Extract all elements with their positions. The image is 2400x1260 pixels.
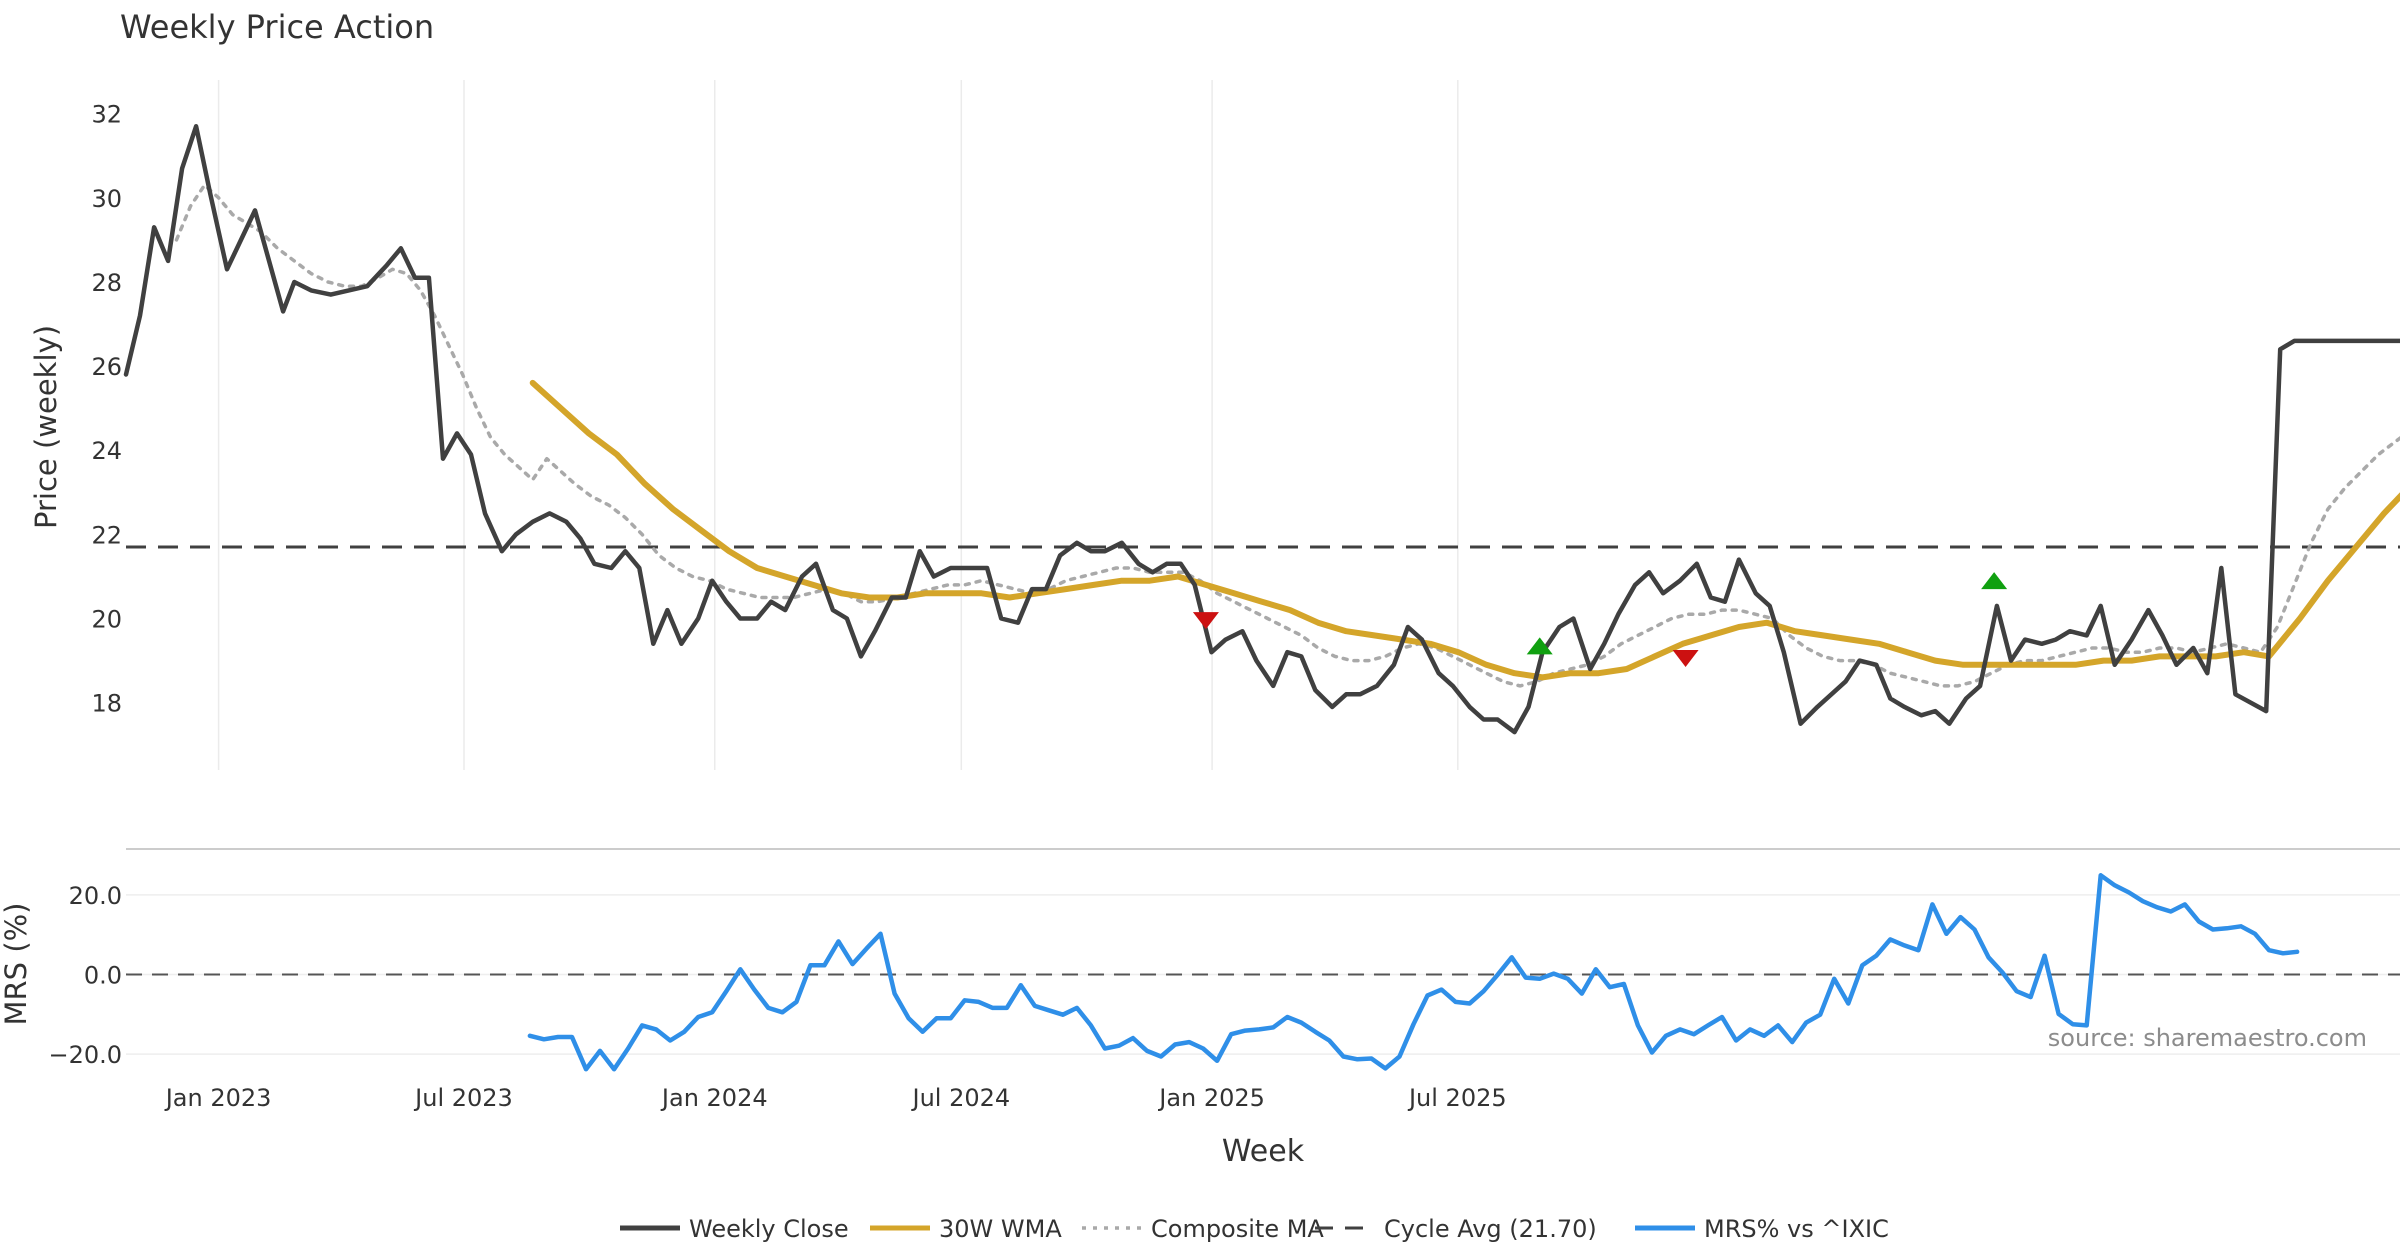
sell-signal-marker bbox=[1672, 650, 1699, 668]
price-y-tick-label: 32 bbox=[91, 101, 122, 129]
buy-signal-marker bbox=[1526, 637, 1553, 655]
mrs-y-axis-label: MRS (%) bbox=[0, 903, 33, 1026]
x-tick-label: Jan 2023 bbox=[164, 1084, 272, 1112]
price-y-tick-label: 22 bbox=[91, 521, 122, 549]
x-tick-label: Jul 2025 bbox=[1407, 1084, 1507, 1112]
price-y-tick-label: 20 bbox=[91, 606, 122, 634]
x-tick-label: Jul 2023 bbox=[413, 1084, 513, 1112]
mrs-y-ticks: 20.0 0.0 −20.0 bbox=[48, 882, 122, 1069]
legend-label: Composite MA bbox=[1151, 1215, 1324, 1243]
weekly-close-line bbox=[123, 124, 2400, 735]
chart-title: Weekly Price Action bbox=[120, 8, 434, 46]
x-tick-label: Jan 2024 bbox=[660, 1084, 768, 1112]
legend-label: Cycle Avg (21.70) bbox=[1384, 1215, 1597, 1243]
wma-30w-line bbox=[529, 379, 2400, 681]
legend-label: MRS% vs ^IXIC bbox=[1704, 1215, 1889, 1243]
composite-ma-line bbox=[174, 183, 2400, 688]
x-tick-label: Jul 2024 bbox=[910, 1084, 1010, 1112]
price-y-tick-label: 30 bbox=[91, 185, 122, 213]
price-y-tick-label: 26 bbox=[91, 353, 122, 381]
x-ticks: Jan 2023 Jul 2023 Jan 2024 Jul 2024 Jan 2025… bbox=[164, 1084, 1507, 1112]
price-y-tick-label: 24 bbox=[91, 437, 122, 465]
price-y-axis-label: Price (weekly) bbox=[29, 325, 63, 529]
legend: Weekly Close 30W WMA Composite MA Cycle Avg… bbox=[620, 1215, 1889, 1243]
sell-signal-marker bbox=[1192, 612, 1219, 630]
mrs-y-tick-label: −20.0 bbox=[48, 1041, 122, 1069]
x-tick-label: Jan 2025 bbox=[1157, 1084, 1265, 1112]
x-axis-label: Week bbox=[1222, 1134, 1305, 1169]
legend-label: Weekly Close bbox=[689, 1215, 849, 1243]
legend-label: 30W WMA bbox=[939, 1215, 1062, 1243]
mrs-line bbox=[527, 873, 2300, 1072]
price-series-group bbox=[123, 124, 2400, 735]
signal-markers bbox=[1192, 572, 2008, 668]
price-y-ticks: 18 20 22 24 26 28 30 32 bbox=[91, 101, 122, 718]
mrs-series-group bbox=[527, 873, 2300, 1072]
mrs-y-tick-label: 0.0 bbox=[84, 961, 122, 989]
price-y-tick-label: 18 bbox=[91, 690, 122, 718]
price-gridlines bbox=[217, 80, 1459, 770]
price-y-tick-label: 28 bbox=[91, 269, 122, 297]
buy-signal-marker bbox=[1981, 572, 2008, 590]
mrs-y-tick-label: 20.0 bbox=[69, 882, 122, 910]
source-note: source: sharemaestro.com bbox=[2048, 1024, 2367, 1052]
